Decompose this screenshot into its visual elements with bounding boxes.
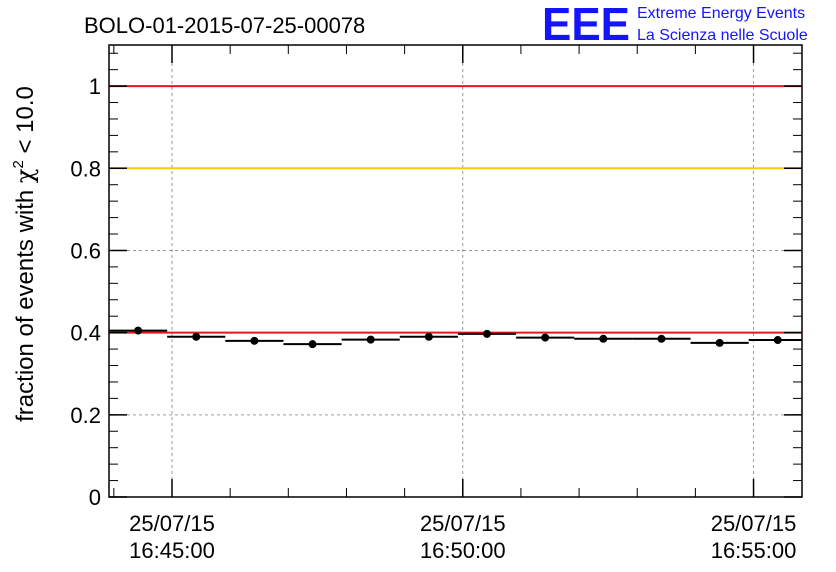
data-point bbox=[134, 326, 143, 335]
logo-line-2: La Scienza nelle Scuole bbox=[637, 27, 808, 44]
data-point bbox=[366, 335, 375, 344]
x-tick-time: 16:50:00 bbox=[420, 538, 506, 563]
x-tick-date: 25/07/15 bbox=[711, 511, 797, 536]
grid bbox=[109, 45, 802, 497]
y-tick-label: 0 bbox=[89, 485, 101, 510]
data-point bbox=[424, 332, 433, 341]
logo-mark: EEE bbox=[542, 0, 630, 50]
data-point bbox=[541, 333, 550, 342]
y-axis-label: fraction of events with χ2 < 10.0 bbox=[10, 86, 39, 422]
data-point bbox=[657, 334, 666, 343]
data-point bbox=[192, 332, 201, 341]
x-tick-time: 16:55:00 bbox=[711, 538, 797, 563]
data-series bbox=[109, 326, 802, 349]
data-point bbox=[715, 338, 724, 347]
plot-frame bbox=[108, 44, 803, 498]
data-point bbox=[308, 340, 317, 349]
logo-line-1: Extreme Energy Events bbox=[637, 5, 805, 22]
y-tick-label: 0.8 bbox=[70, 156, 101, 181]
chart-title: BOLO-01-2015-07-25-00078 bbox=[84, 13, 365, 38]
y-tick-label: 0.6 bbox=[70, 238, 101, 263]
y-tick-label: 1 bbox=[89, 74, 101, 99]
data-point bbox=[773, 336, 782, 345]
reference-lines bbox=[109, 85, 802, 334]
data-point bbox=[599, 334, 608, 343]
y-tick-label: 0.4 bbox=[70, 321, 101, 346]
data-point bbox=[483, 329, 491, 338]
x-tick-date: 25/07/15 bbox=[129, 511, 215, 536]
axes: 00.20.40.60.8125/07/1516:45:0025/07/1516… bbox=[70, 44, 803, 563]
x-tick-time: 16:45:00 bbox=[129, 538, 215, 563]
x-tick-date: 25/07/15 bbox=[420, 511, 506, 536]
eee-logo: EEE Extreme Energy Events La Scienza nel… bbox=[542, 0, 808, 50]
y-tick-label: 0.2 bbox=[70, 403, 101, 428]
data-point bbox=[250, 336, 259, 345]
